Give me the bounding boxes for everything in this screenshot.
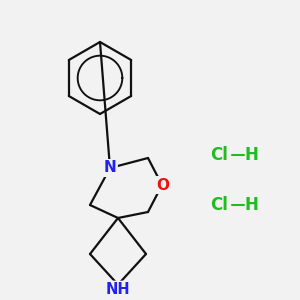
Text: N: N xyxy=(103,160,116,175)
Text: H: H xyxy=(245,196,259,214)
Text: H: H xyxy=(245,146,259,164)
Text: Cl: Cl xyxy=(210,146,228,164)
Text: Cl: Cl xyxy=(210,196,228,214)
Text: O: O xyxy=(157,178,169,193)
Text: NH: NH xyxy=(106,282,130,297)
